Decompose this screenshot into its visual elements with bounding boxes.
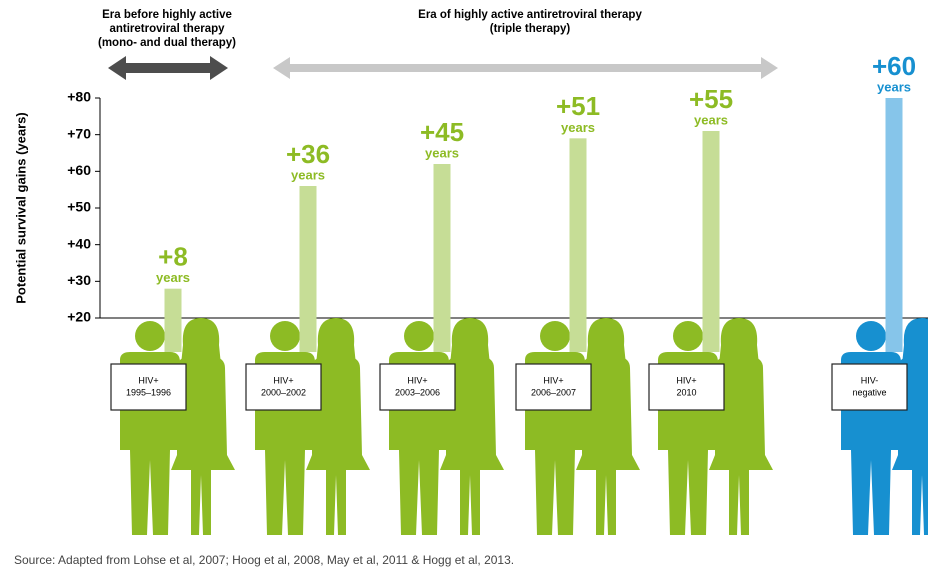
bar	[434, 164, 451, 352]
era-label: antiretroviral therapy	[109, 23, 225, 35]
bar	[886, 98, 903, 352]
gain-label: +36	[286, 139, 330, 169]
figure-head	[270, 321, 300, 351]
category-label: 2006–2007	[531, 387, 576, 397]
bar	[165, 289, 182, 352]
y-tick-label: +80	[67, 89, 91, 105]
category-label: HIV+	[676, 375, 696, 385]
gain-label: +51	[556, 91, 600, 121]
category-label: HIV-	[861, 375, 879, 385]
gain-unit: years	[291, 167, 325, 182]
figure-head	[404, 321, 434, 351]
category-label: 1995–1996	[126, 387, 171, 397]
category-label: 2000–2002	[261, 387, 306, 397]
y-tick-label: +70	[67, 125, 91, 141]
y-tick-label: +50	[67, 199, 91, 215]
source-note: Source: Adapted from Lohse et al, 2007; …	[14, 553, 514, 567]
gain-label: +60	[872, 51, 916, 81]
gain-label: +45	[420, 117, 464, 147]
category-label: 2003–2006	[395, 387, 440, 397]
category-label: HIV+	[543, 375, 563, 385]
y-tick-label: +60	[67, 162, 91, 178]
gain-unit: years	[425, 145, 459, 160]
figure-head	[540, 321, 570, 351]
y-tick-label: +30	[67, 272, 91, 288]
gain-label: +55	[689, 84, 733, 114]
bar	[570, 138, 587, 352]
figure-head	[135, 321, 165, 351]
era-label: Era before highly active	[102, 9, 232, 21]
category-label: 2010	[676, 387, 696, 397]
bar	[703, 131, 720, 352]
era-label: (triple therapy)	[490, 23, 571, 35]
category-label: HIV+	[407, 375, 427, 385]
y-axis-label: Potential survival gains (years)	[13, 112, 28, 303]
era-label: (mono- and dual therapy)	[98, 37, 236, 49]
gain-unit: years	[694, 112, 728, 127]
gain-unit: years	[877, 79, 911, 94]
y-tick-label: +20	[67, 309, 91, 325]
bar	[300, 186, 317, 352]
chart: Potential survival gains (years) Source:…	[0, 0, 928, 573]
gain-label: +8	[158, 242, 188, 272]
figure-head	[856, 321, 886, 351]
figure-head	[673, 321, 703, 351]
category-label: HIV+	[138, 375, 158, 385]
category-label: negative	[852, 387, 886, 397]
y-tick-label: +40	[67, 235, 91, 251]
gain-unit: years	[156, 270, 190, 285]
category-label: HIV+	[273, 375, 293, 385]
gain-unit: years	[561, 120, 595, 135]
era-label: Era of highly active antiretroviral ther…	[418, 9, 642, 21]
